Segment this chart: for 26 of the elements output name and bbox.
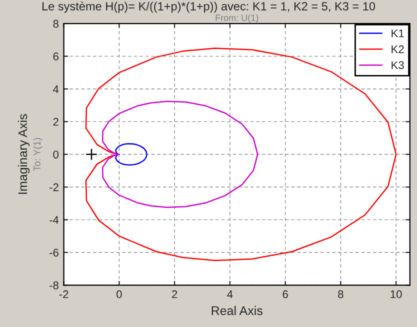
legend-label: K3 (392, 61, 404, 70)
line-series (102, 100, 258, 208)
text: To: Y(1) (33, 138, 42, 172)
legend-label: K2 (392, 45, 404, 54)
y-tick-label: -6 (50, 248, 58, 257)
y-tick-label: 2 (53, 118, 58, 126)
y-tick-label: -8 (50, 281, 58, 290)
x-axis-title: Real Axis (212, 306, 262, 316)
line-series (115, 143, 148, 166)
y-tick-label: 0 (53, 150, 59, 158)
y-tick-label: -2 (50, 183, 58, 192)
x-tick-label: 0 (116, 290, 122, 298)
y-tick-label: -4 (50, 216, 59, 224)
y-tick-label: 6 (53, 52, 58, 60)
x-tick-label: 6 (282, 290, 288, 298)
legend-label: K1 (392, 30, 404, 38)
text: From: U(1) (216, 14, 258, 23)
x-tick-label: 4 (227, 290, 233, 298)
y-tick-label: 8 (53, 20, 58, 28)
chart-title: Le système H(p)= K/((1+p)*(1+p)) avec: K1 = 1, K2 = 5, K3 = 10 (42, 2, 376, 13)
x-tick-label: 8 (338, 290, 344, 298)
y-axis-title: Imaginary Axis (18, 114, 30, 194)
x-tick-label: 10 (390, 290, 402, 298)
x-tick-label: -2 (59, 290, 68, 298)
y-tick-label: 4 (53, 85, 59, 93)
x-tick-label: 2 (172, 290, 178, 298)
